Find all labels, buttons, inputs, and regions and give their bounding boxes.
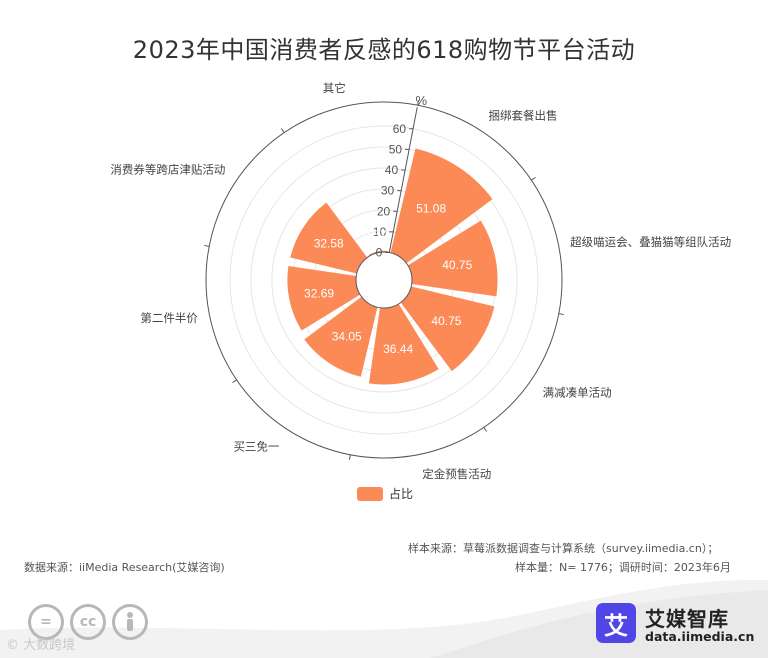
bar-sector — [368, 303, 439, 385]
bar-value-label: 51.08 — [416, 201, 446, 215]
bar-value-label: 34.05 — [332, 330, 362, 344]
license-icons: = cc — [28, 604, 148, 640]
brand-name: 艾媒智库 — [645, 607, 729, 631]
bar-sector — [390, 148, 493, 264]
category-label: 捆绑套餐出售 — [489, 108, 558, 122]
category-label: 其它 — [323, 81, 346, 95]
sample-source: 样本来源：草莓派数据调查与计算系统（survey.iimedia.cn）； — [408, 542, 719, 555]
radius-axis-line — [388, 107, 418, 253]
radius-tick-label: 30 — [381, 184, 395, 198]
radius-tick-label: 10 — [373, 225, 387, 239]
bar-sector — [290, 202, 368, 274]
bar-sector — [287, 266, 361, 331]
cc-icon: cc — [70, 604, 106, 640]
bar-sector — [407, 220, 498, 297]
radius-tick-label: 50 — [389, 142, 403, 156]
angle-axis-tick — [531, 176, 536, 181]
inner-hub — [355, 251, 413, 309]
radius-tick-label: 60 — [393, 122, 407, 136]
bar-value-label: 32.69 — [304, 286, 334, 300]
angle-axis-tick — [483, 427, 488, 432]
angle-axis-circle — [205, 101, 563, 459]
category-label: 定金预售活动 — [422, 467, 491, 481]
angle-axis-tick — [348, 454, 351, 460]
radius-unit-label: % — [415, 93, 427, 108]
angle-axis-tick — [558, 313, 564, 316]
bar-sector — [368, 250, 389, 257]
category-label: 消费券等跨店津贴活动 — [110, 162, 225, 176]
sample-size: 样本量：N= 1776；调研时间：2023年6月 — [515, 561, 731, 574]
bar-sector — [400, 286, 495, 372]
angle-axis-tick — [280, 128, 285, 133]
data-source: 数据来源：iiMedia Research(艾媒咨询) — [24, 561, 225, 574]
polar-bar-chart: 0 10 20 30 40 50 60% 51.08 40.75 40.75 36.44 34.05 3… — [110, 81, 731, 501]
angle-axis-tick — [232, 379, 237, 384]
angle-axis-tick — [204, 244, 210, 247]
chart-title: 2023年中国消费者反感的618购物节平台活动 — [132, 36, 636, 64]
bar-sector — [304, 296, 378, 377]
brand-logo-icon: 艾 — [596, 603, 636, 643]
radius-tick-label: 20 — [377, 204, 391, 218]
bar-value-label: 0.57 — [363, 228, 387, 242]
bar-value-label: 36.44 — [383, 342, 413, 356]
category-label: 超级喵运会、叠猫猫等组队活动 — [570, 235, 731, 249]
radius-tick-label: 40 — [385, 163, 399, 177]
legend-swatch — [357, 487, 383, 501]
bar-value-label: 40.75 — [431, 314, 461, 328]
bar-value-label: 40.75 — [442, 258, 472, 272]
legend-label: 占比 — [389, 486, 413, 501]
person-icon — [112, 604, 148, 640]
watermark: © 大数跨境 — [6, 638, 76, 653]
angle-axis-tick — [417, 100, 420, 106]
bar-value-label: 32.58 — [314, 237, 344, 251]
brand-url: data.iimedia.cn — [645, 629, 755, 644]
grid-circle — [250, 146, 518, 414]
radius-tick-label: 0 — [376, 246, 383, 260]
category-label: 满减凑单活动 — [543, 386, 612, 400]
category-label: 第二件半价 — [140, 311, 198, 325]
grid-circle — [229, 125, 539, 435]
category-label: 买三免一 — [233, 440, 279, 454]
equals-icon: = — [28, 604, 64, 640]
